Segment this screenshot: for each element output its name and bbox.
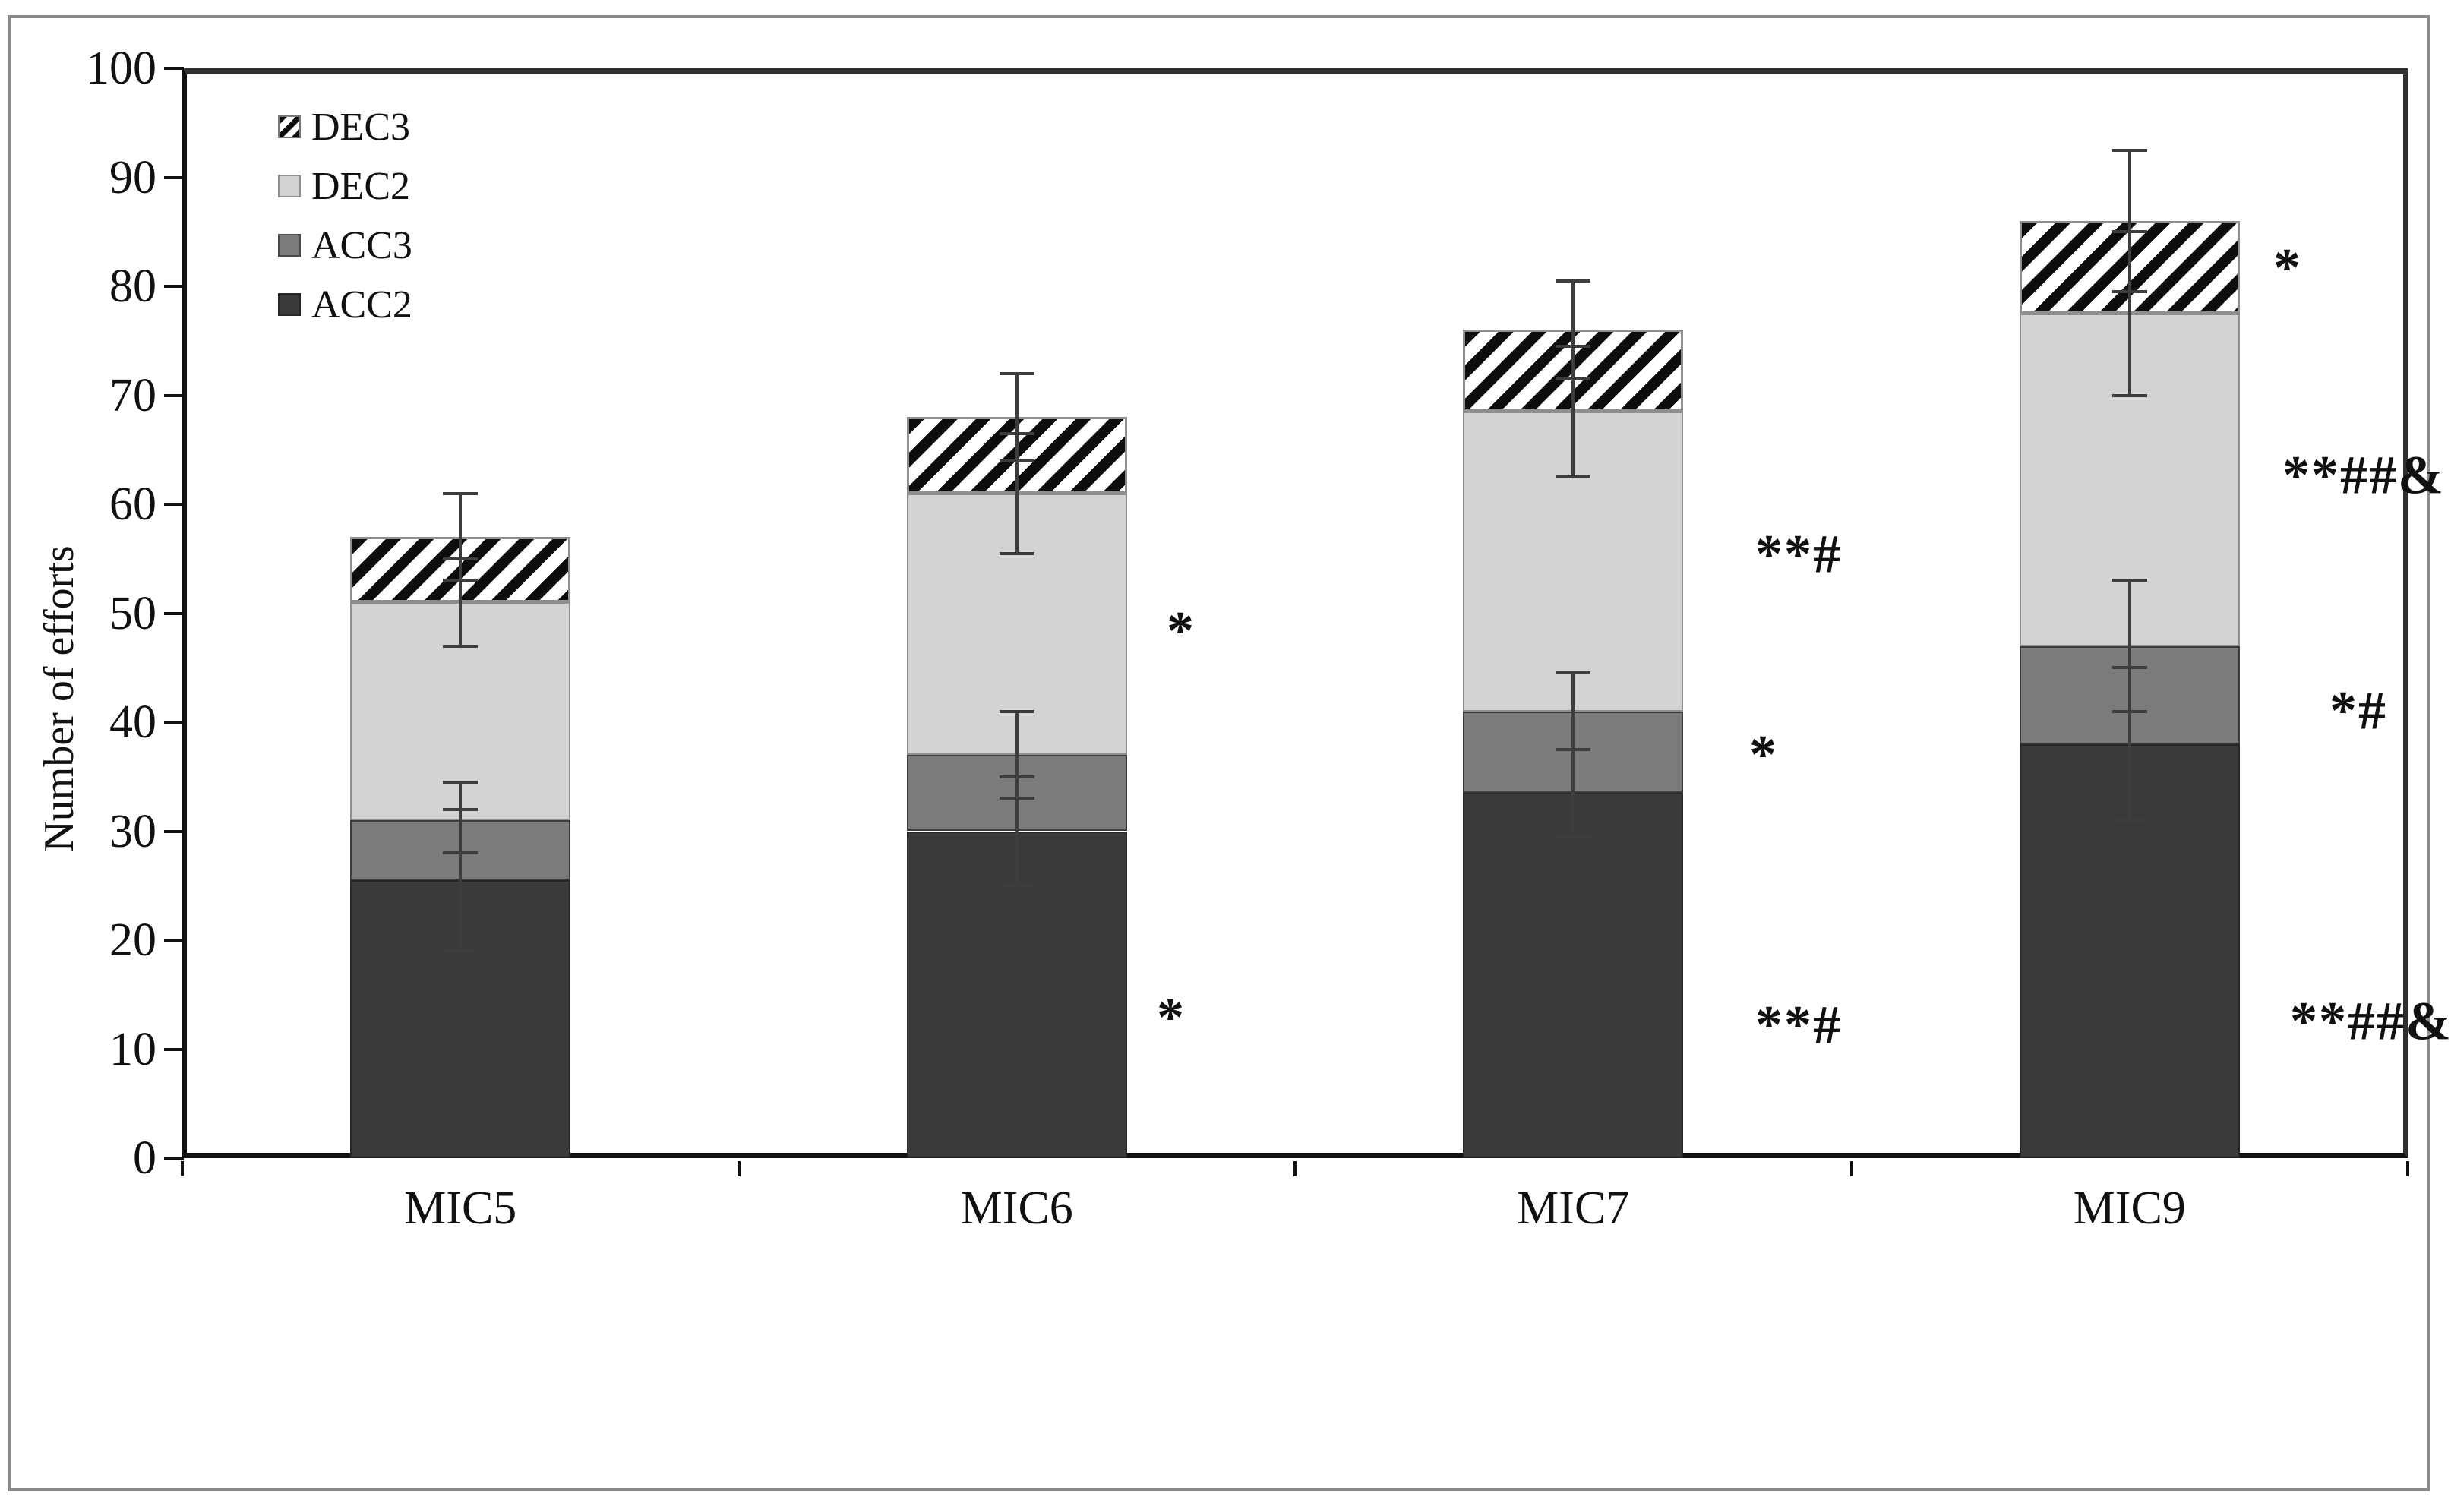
y-axis-tick-label: 30 xyxy=(109,805,156,857)
legend-swatch-icon xyxy=(278,293,301,316)
significance-annotation: * xyxy=(1167,600,1195,661)
error-bar-cap xyxy=(2111,819,2147,822)
error-bar-cap xyxy=(1556,279,1591,283)
error-bar-cap xyxy=(2111,148,2147,152)
legend-swatch-icon xyxy=(278,234,301,257)
significance-annotation: * xyxy=(2273,237,2302,298)
x-axis-category-label: MIC9 xyxy=(2073,1182,2186,1234)
x-axis-tick xyxy=(1293,1161,1297,1176)
y-axis-tick-label: 50 xyxy=(109,587,156,639)
x-axis-category-label: MIC6 xyxy=(960,1182,1073,1234)
y-axis-tick xyxy=(164,393,184,397)
y-axis-tick xyxy=(164,939,184,942)
legend-item-dec2: DEC2 xyxy=(278,156,412,216)
y-axis-tick-label: 90 xyxy=(109,151,156,204)
significance-annotation: * xyxy=(1157,986,1186,1048)
error-bar-line xyxy=(1571,280,1575,379)
error-bar-line xyxy=(1015,711,1019,799)
y-axis-tick-label: 20 xyxy=(109,914,156,966)
error-bar-cap xyxy=(1556,835,1591,838)
y-axis-tick-label: 100 xyxy=(86,43,156,94)
legend-label: DEC3 xyxy=(311,105,410,149)
error-bar-cap xyxy=(2111,393,2147,397)
y-axis-tick xyxy=(164,829,184,833)
y-axis-tick xyxy=(164,175,184,179)
legend-label: ACC2 xyxy=(311,283,412,327)
y-axis-tick xyxy=(164,1047,184,1051)
y-axis-tick-label: 40 xyxy=(109,696,156,748)
legend-label: DEC2 xyxy=(311,164,410,208)
error-bar-cap xyxy=(443,780,479,784)
significance-annotation: **# xyxy=(1755,524,1842,586)
legend-swatch-icon xyxy=(278,175,301,197)
error-bar-line xyxy=(1571,749,1575,837)
significance-annotation: *# xyxy=(2329,680,2387,741)
y-axis-tick-label: 60 xyxy=(109,478,156,530)
y-axis-tick-label: 70 xyxy=(109,369,156,421)
error-bar-cap xyxy=(1556,475,1591,479)
legend-item-dec3: DEC3 xyxy=(278,97,412,156)
x-axis-tick xyxy=(1849,1161,1853,1176)
error-bar-line xyxy=(459,809,463,952)
error-bar-line xyxy=(1015,373,1019,461)
error-bar-line xyxy=(459,781,463,854)
error-bar-line xyxy=(1015,433,1019,554)
error-bar-cap xyxy=(2111,290,2147,294)
error-bar-cap xyxy=(443,644,479,648)
error-bar-cap xyxy=(443,851,479,855)
error-bar-cap xyxy=(1556,747,1591,751)
error-bar-line xyxy=(2127,580,2131,712)
error-bar-cap xyxy=(1556,377,1591,380)
error-bar-line xyxy=(1571,346,1575,478)
x-axis-tick xyxy=(737,1161,741,1176)
y-axis-tick-label: 0 xyxy=(133,1132,156,1184)
y-axis-tick xyxy=(164,1157,184,1160)
legend-swatch-hatched-icon xyxy=(278,115,301,138)
error-bar-cap xyxy=(999,371,1034,375)
significance-annotation: **##& xyxy=(2282,444,2445,506)
y-axis-tick-label: 80 xyxy=(109,260,156,312)
significance-annotation: **##& xyxy=(2290,990,2451,1052)
error-bar-line xyxy=(1015,776,1019,886)
legend-item-acc3: ACC3 xyxy=(278,216,412,275)
error-bar-line xyxy=(2127,668,2131,821)
y-axis-tick xyxy=(164,285,184,288)
error-bar-cap xyxy=(999,709,1034,713)
significance-annotation: * xyxy=(1749,724,1778,786)
x-axis-tick xyxy=(2406,1161,2409,1176)
error-bar-cap xyxy=(999,884,1034,888)
error-bar-cap xyxy=(443,579,479,582)
x-axis-category-label: MIC5 xyxy=(404,1182,517,1234)
legend-item-acc2: ACC2 xyxy=(278,275,412,334)
y-axis-tick xyxy=(164,503,184,506)
error-bar-cap xyxy=(999,459,1034,462)
y-axis-tick-label: 10 xyxy=(109,1023,156,1075)
error-bar-cap xyxy=(443,491,479,495)
error-bar-cap xyxy=(2111,579,2147,582)
bar-segment-acc2-mic7 xyxy=(1463,793,1684,1158)
error-bar-cap xyxy=(1556,671,1591,675)
error-bar-cap xyxy=(999,797,1034,800)
error-bar-line xyxy=(1571,673,1575,750)
legend-label: ACC3 xyxy=(311,223,412,267)
error-bar-cap xyxy=(2111,709,2147,713)
y-axis-tick xyxy=(164,67,184,70)
error-bar-line xyxy=(459,558,463,646)
x-axis-tick xyxy=(181,1161,184,1176)
y-axis-tick xyxy=(164,721,184,724)
y-axis-tick xyxy=(164,611,184,615)
error-bar-cap xyxy=(999,551,1034,555)
x-axis-category-label: MIC7 xyxy=(1517,1182,1630,1234)
error-bar-line xyxy=(459,493,463,581)
error-bar-line xyxy=(2127,150,2131,292)
legend: DEC3 DEC2 ACC3 ACC2 xyxy=(278,97,412,334)
error-bar-line xyxy=(2127,232,2131,396)
error-bar-cap xyxy=(443,949,479,953)
significance-annotation: **# xyxy=(1755,994,1842,1056)
